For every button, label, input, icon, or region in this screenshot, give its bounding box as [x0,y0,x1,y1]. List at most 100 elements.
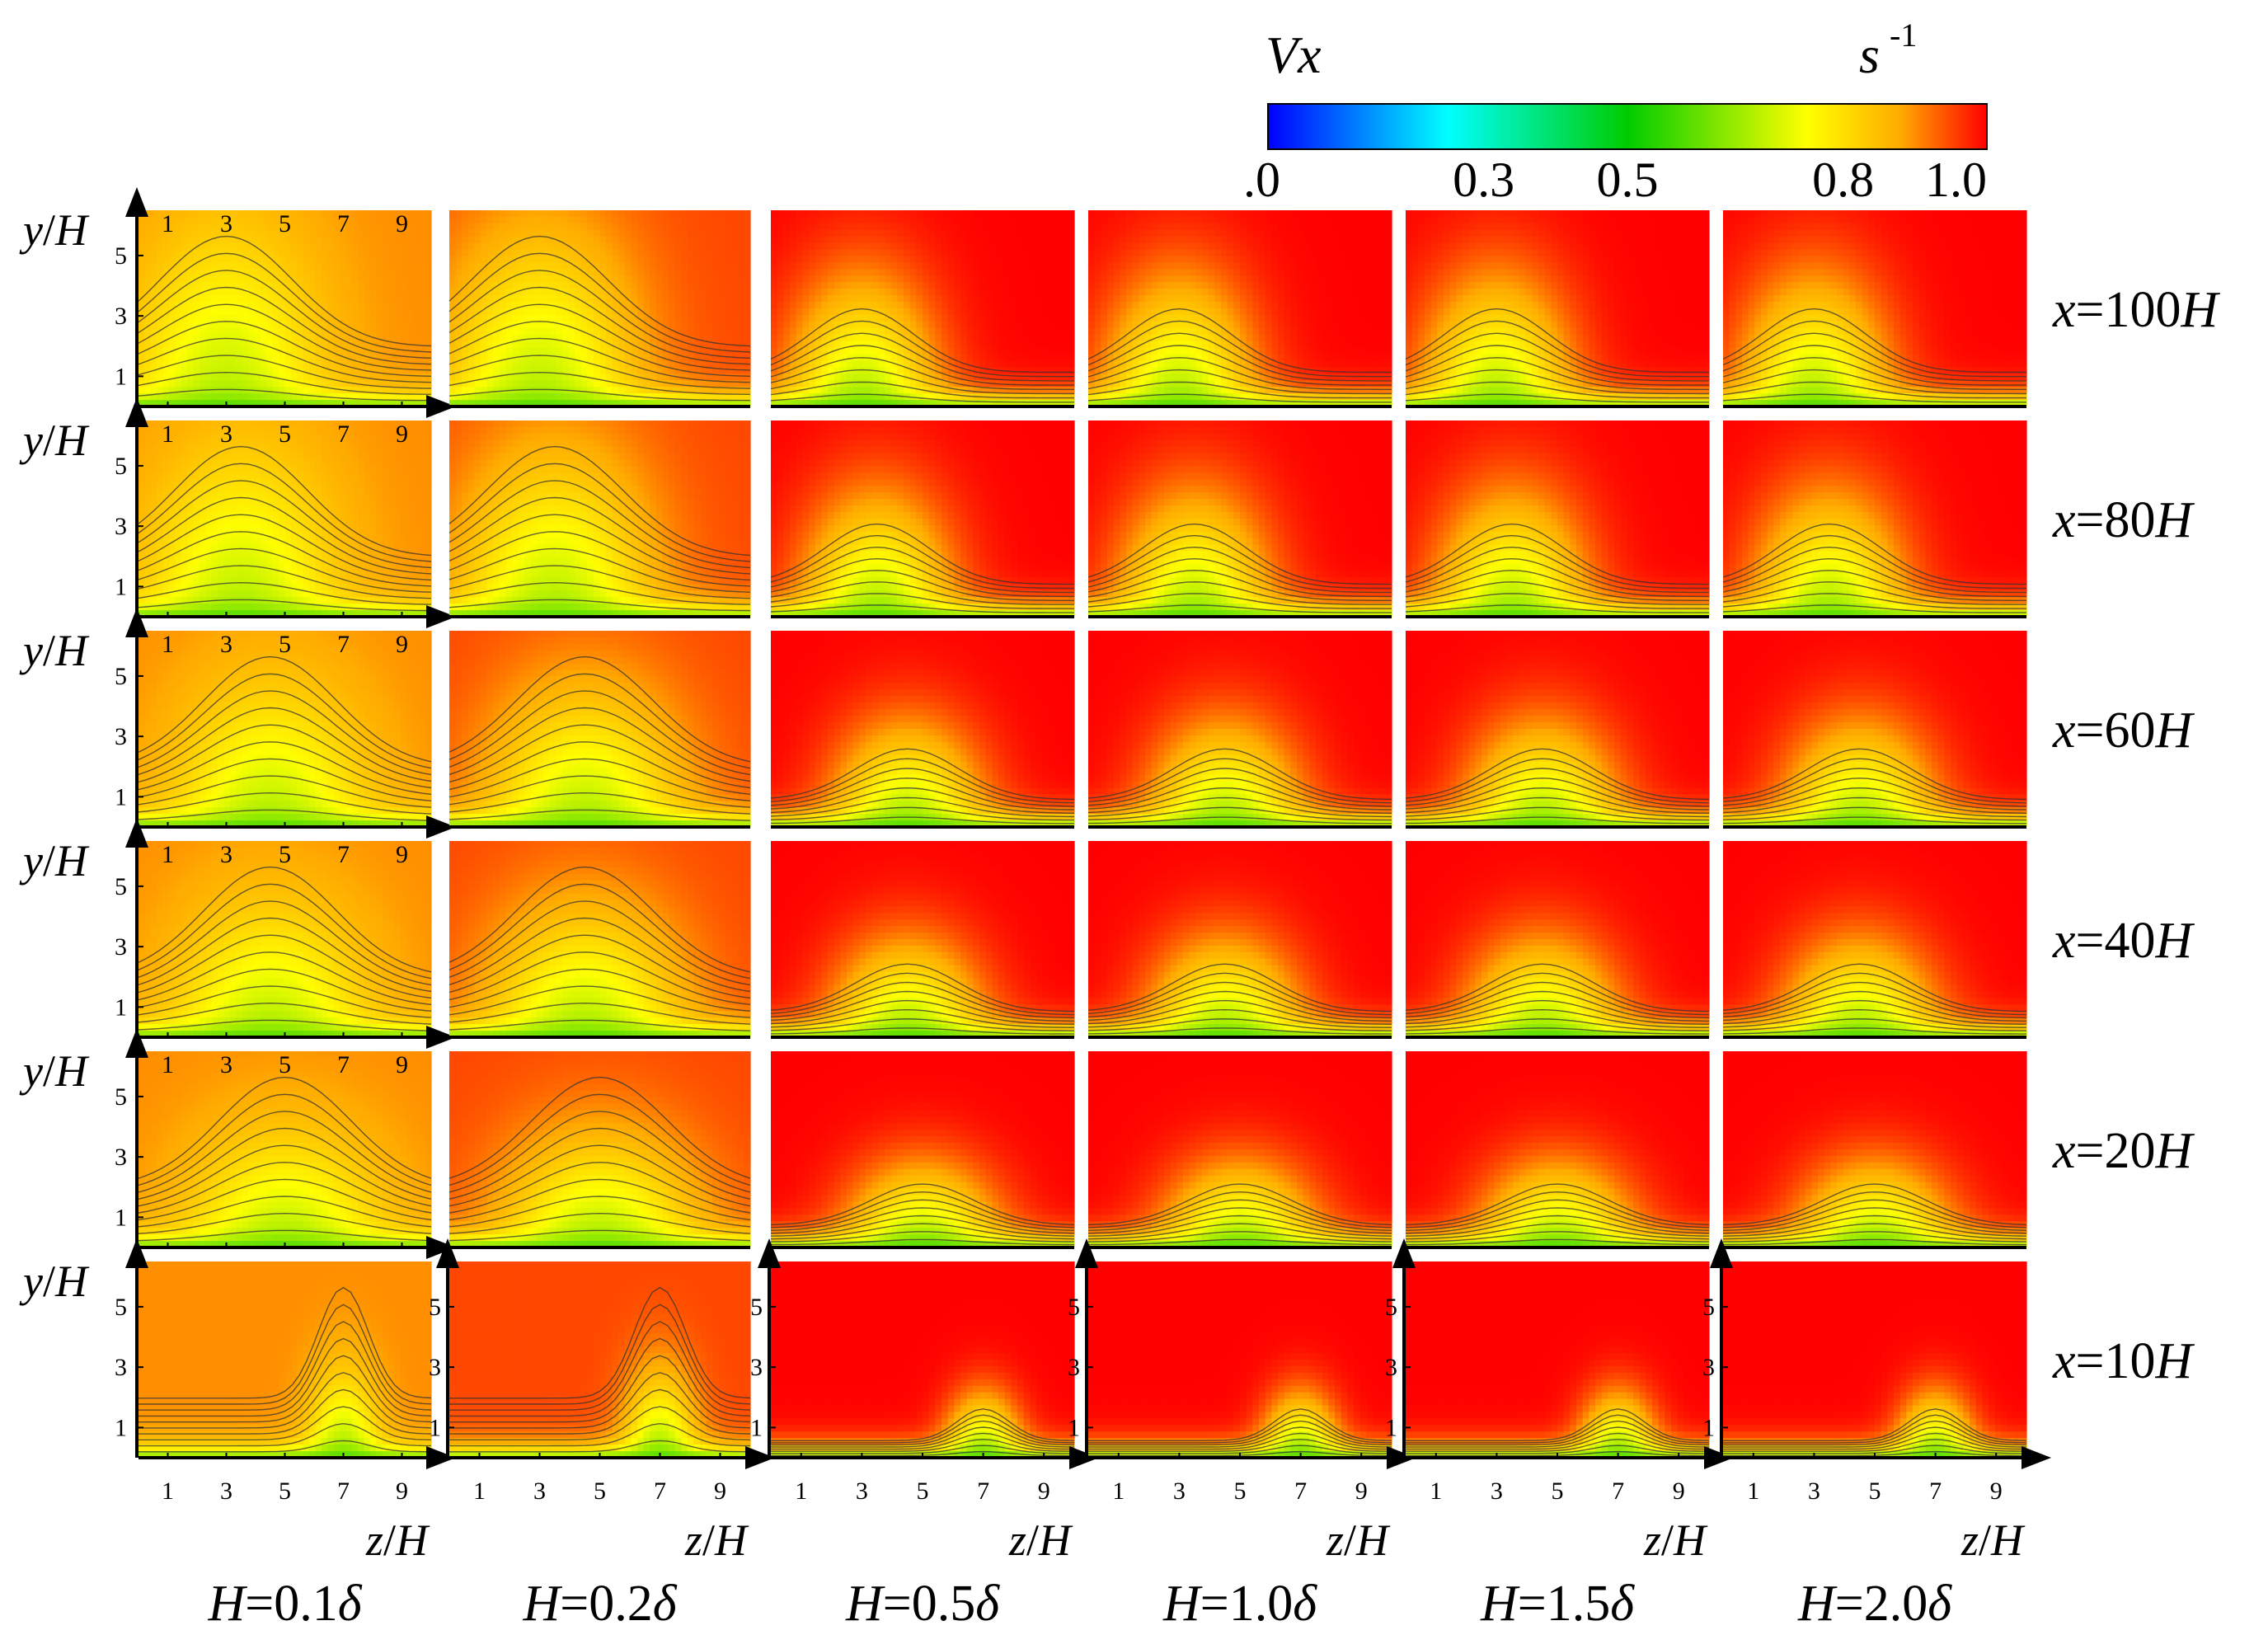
heat-cell [279,269,285,276]
heat-cell [383,269,389,276]
heat-cell [425,256,432,264]
heat-cell [364,256,371,264]
heat-cell [212,230,218,237]
heat-cell [175,230,181,237]
heat-cell [144,262,151,270]
heat-cell [419,210,425,218]
heat-cell [175,210,181,218]
heat-cell [309,262,316,270]
heat-cell [297,217,303,224]
heat-cell [255,223,261,231]
heat-cell [315,256,322,264]
heat-cell [345,275,352,283]
heat-cell [144,243,151,251]
heat-cell [309,237,316,244]
heat-cell [194,269,200,276]
heat-cell [364,217,371,224]
heat-cell [303,230,310,237]
heat-cell [230,262,237,270]
heat-cell [419,269,425,276]
heat-cell [205,223,212,231]
heat-cell [322,223,328,231]
heat-cell [266,210,273,218]
heat-cell [406,269,413,276]
heat-cell [230,256,237,264]
heat-cell [383,275,389,283]
heat-cell [205,262,212,270]
heat-cell [322,210,328,218]
heat-cell [419,250,425,257]
heat-cell [181,210,188,218]
heat-cell [236,243,242,251]
heat-cell [358,230,364,237]
heat-cell [157,237,163,244]
heat-cell [163,262,170,270]
heat-cell [376,269,383,276]
heat-cell [327,256,334,264]
heat-cell [401,243,407,251]
heat-cell [376,230,383,237]
heat-cell [413,250,420,257]
heat-cell [181,275,188,283]
heat-cell [358,256,364,264]
heat-cell [291,262,298,270]
heat-cell [388,282,395,289]
heat-cell [242,262,249,270]
heat-cell [175,250,181,257]
heat-cell [370,243,377,251]
heat-cell [364,243,371,251]
heat-cell [327,250,334,257]
heat-cell [200,282,206,289]
heat-cell [388,217,395,224]
heat-cell [401,256,407,264]
heat-cell [151,256,157,264]
heat-cell [261,230,267,237]
heat-cell [266,223,273,231]
heat-cell [413,282,420,289]
heat-cell [291,250,298,257]
heat-cell [187,289,194,296]
heat-cell [139,275,145,283]
heat-cell [151,250,157,257]
heat-cell [327,282,334,289]
heat-cell [285,256,292,264]
heat-cell [157,243,163,251]
heat-cell [376,210,383,218]
heat-cell [181,243,188,251]
heat-cell [322,250,328,257]
heat-cell [236,262,242,270]
heat-cell [315,269,322,276]
heat-cell [194,237,200,244]
heat-cell [187,237,194,244]
heat-cell [291,217,298,224]
heat-cell [303,243,310,251]
heat-cell [212,256,218,264]
heat-cell [419,275,425,283]
heat-cell [303,250,310,257]
colorbar-unit: s [1859,26,1880,84]
heat-cell [175,217,181,224]
heat-cell [291,223,298,231]
heat-cell [388,275,395,283]
heat-cell [266,275,273,283]
heat-cell [425,210,432,218]
colorbar-tick-label: 0.8 [1812,153,1874,207]
heat-cell [406,282,413,289]
heat-cell [345,250,352,257]
heat-cell [224,275,231,283]
heat-cell [327,210,334,218]
colorbar-tick-label: 0.5 [1597,153,1659,207]
heat-cell [425,262,432,270]
heat-cell [345,282,352,289]
heat-cell [383,217,389,224]
heat-cell [261,237,267,244]
heat-cell [315,210,322,218]
heat-cell [322,230,328,237]
heat-cell [139,269,145,276]
heat-cell [364,250,371,257]
heat-cell [181,262,188,270]
heat-cell [187,210,194,218]
heat-cell [144,275,151,283]
heat-cell [383,256,389,264]
heat-cell [248,250,255,257]
